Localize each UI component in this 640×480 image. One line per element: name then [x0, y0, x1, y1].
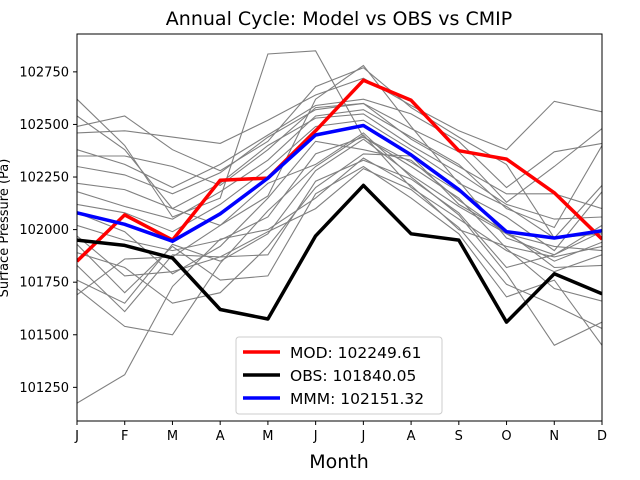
ensemble-line-1: [77, 157, 602, 404]
ensemble-line-8: [77, 109, 602, 229]
legend-label-mmm: MMM: 102151.32: [290, 390, 424, 408]
plot-frame: [76, 33, 603, 422]
x-tick-label: J: [313, 429, 318, 444]
ensemble-lines: [77, 50, 602, 404]
series-lines: [77, 78, 602, 324]
x-tick-label: A: [407, 429, 416, 444]
ensemble-line-4: [77, 67, 602, 239]
x-tick-label: N: [549, 429, 559, 444]
y-axis-ticks: 101250 101500 101750 102000 102250 102500 1027…: [19, 65, 77, 396]
ensemble-line-15: [77, 134, 602, 336]
ensemble-line-6: [77, 98, 602, 189]
series-line-mod: [77, 78, 602, 263]
x-tick-label: F: [121, 429, 128, 444]
y-tick-label: 102500: [19, 118, 69, 133]
y-tick-label: 102250: [19, 171, 69, 186]
x-tick-label: S: [455, 429, 463, 444]
x-tick-label: J: [360, 429, 365, 444]
x-tick-label: M: [262, 429, 273, 444]
x-tick-label: O: [501, 429, 511, 444]
legend-label-obs: OBS: 101840.05: [290, 367, 416, 385]
y-tick-label: 102750: [19, 65, 69, 80]
legend-box: [235, 336, 443, 415]
ensemble-line-18: [77, 153, 602, 304]
x-tick-label: A: [216, 429, 225, 444]
legend-label-mod: MOD: 102249.61: [290, 344, 421, 362]
x-tick-label: D: [597, 429, 607, 444]
y-tick-label: 102000: [19, 223, 69, 238]
ensemble-line-17: [77, 140, 602, 275]
x-tick-label: J: [74, 429, 79, 444]
y-tick-label: 101250: [19, 381, 69, 396]
series-line-mmm: [77, 123, 602, 243]
legend: MOD: 102249.61 OBS: 101840.05 MMM: 10215…: [235, 336, 443, 415]
series-line-obs: [77, 183, 602, 324]
x-tick-label: M: [167, 429, 178, 444]
x-axis-label: Month: [309, 451, 369, 473]
y-tick-label: 101750: [19, 276, 69, 291]
y-tick-label: 101500: [19, 328, 69, 343]
ensemble-line-9: [77, 119, 602, 256]
ensemble-line-13: [77, 167, 602, 329]
y-axis-label: Surface Pressure (Pa): [0, 159, 12, 298]
ensemble-line-5: [77, 77, 602, 151]
chart-title: Annual Cycle: Model vs OBS vs CMIP: [166, 8, 512, 30]
ensemble-line-19: [77, 113, 602, 220]
